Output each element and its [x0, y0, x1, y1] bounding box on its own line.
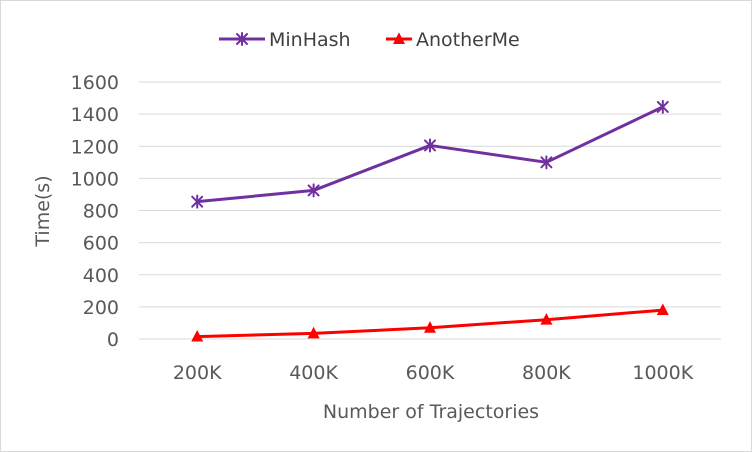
x-tick-label: 800K [522, 362, 571, 384]
data-point-minhash [424, 138, 436, 153]
legend-item-anotherme: AnotherMe [386, 29, 520, 51]
data-point-anotherme [656, 303, 669, 316]
series-anotherme [191, 303, 669, 342]
y-tick-label: 200 [83, 297, 119, 319]
y-tick-label: 600 [83, 233, 119, 255]
data-point-minhash [307, 183, 320, 198]
x-axis-title: Number of Trajectories [323, 401, 539, 423]
legend-marker-minhash [236, 32, 248, 46]
x-tick-label: 200K [173, 362, 222, 384]
data-point-anotherme [307, 326, 320, 339]
x-tick-label: 1000K [632, 362, 693, 384]
data-point-minhash [656, 99, 669, 114]
x-tick-label: 600K [406, 362, 455, 384]
legend-label-anotherme: AnotherMe [416, 29, 520, 51]
legend-label-minhash: MinHash [269, 29, 351, 51]
y-tick-label: 1200 [71, 136, 119, 158]
legend-marker-anotherme [393, 32, 405, 44]
y-axis-ticks: 0 200 400 600 800 1000 1200 1400 1600 [71, 72, 119, 351]
x-axis-ticks: 200K 400K 600K 800K 1000K [173, 362, 694, 384]
series-line-minhash [197, 105, 664, 204]
series-minhash [191, 99, 669, 209]
legend: MinHash AnotherMe [219, 29, 520, 51]
y-tick-label: 400 [83, 265, 119, 287]
y-tick-label: 800 [83, 201, 119, 223]
y-tick-label: 1400 [71, 104, 119, 126]
series-group [191, 99, 669, 342]
data-point-minhash [191, 194, 204, 209]
data-point-anotherme [540, 313, 553, 325]
legend-item-minhash: MinHash [219, 29, 351, 51]
data-point-anotherme [191, 329, 204, 342]
data-point-anotherme [424, 321, 436, 333]
y-tick-label: 0 [107, 329, 119, 351]
gridlines [139, 81, 721, 340]
y-tick-label: 1600 [71, 72, 119, 94]
data-point-minhash [540, 155, 553, 170]
y-tick-label: 1000 [71, 168, 119, 190]
y-axis-title: Time(s) [32, 175, 54, 247]
x-tick-label: 400K [289, 362, 338, 384]
